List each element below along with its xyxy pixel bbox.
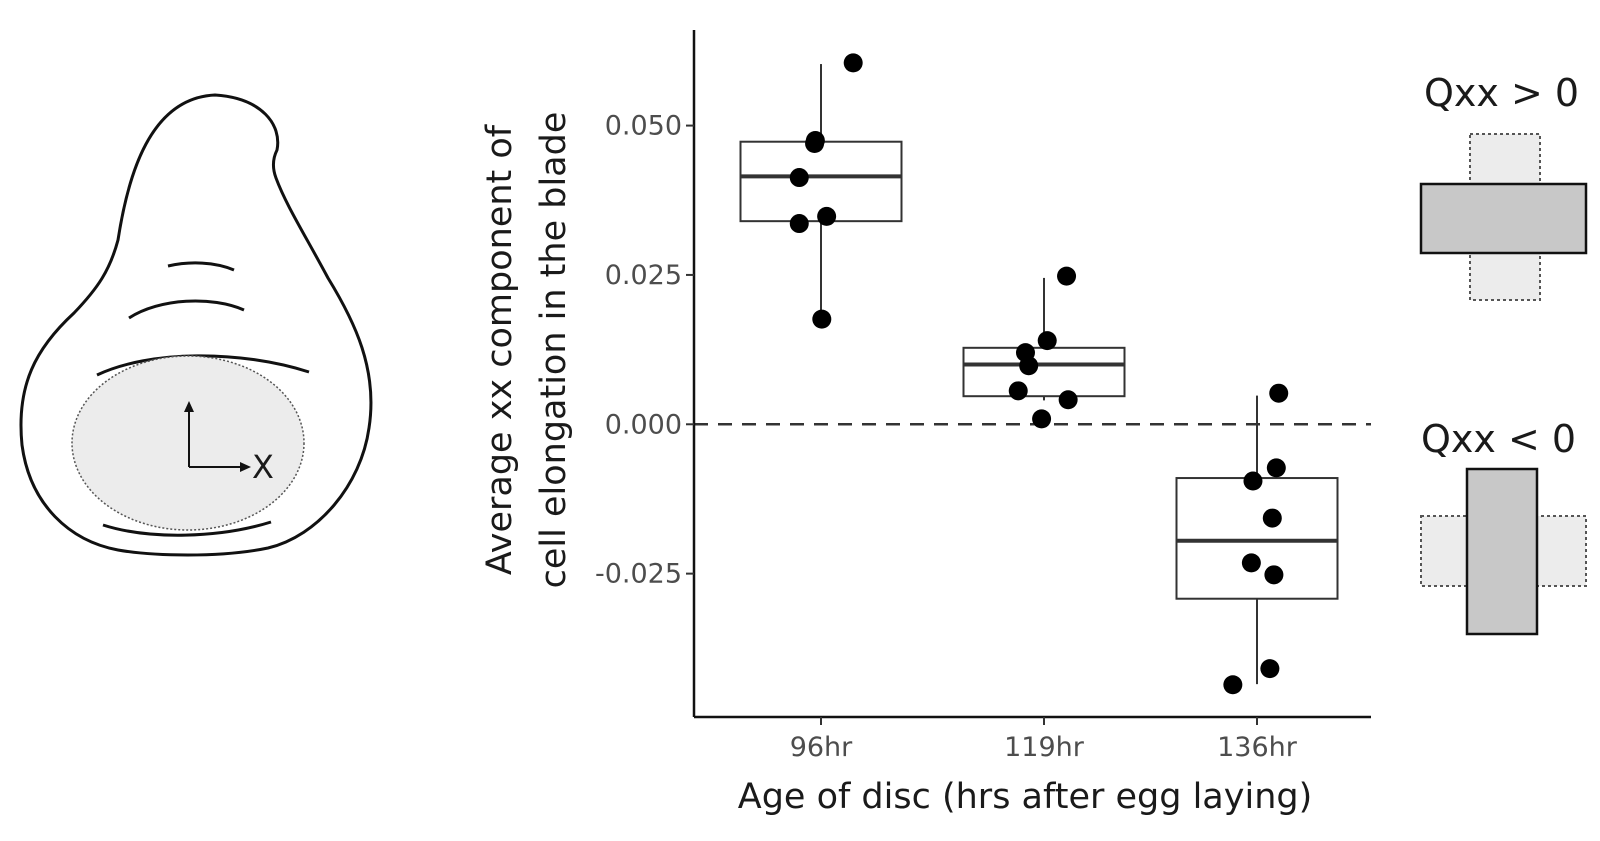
box-96hr xyxy=(739,64,903,320)
box-body xyxy=(1175,477,1339,600)
box-136hr xyxy=(1175,395,1339,685)
qxx-positive-shape xyxy=(1419,182,1588,255)
box-body xyxy=(962,346,1126,398)
x-axis-letter: X xyxy=(252,448,274,486)
arrow-head-right-icon xyxy=(240,462,251,472)
wing-disc-illustration: X xyxy=(19,93,373,557)
data-point xyxy=(1241,553,1261,573)
data-point xyxy=(1269,383,1289,403)
qxx-negative-shape xyxy=(1465,467,1539,636)
y-tick-label: -0.025 xyxy=(595,559,682,590)
data-point xyxy=(1057,266,1077,286)
data-point xyxy=(1243,471,1263,491)
y-ticks: 0.050 0.025 0.000 -0.025 xyxy=(595,111,694,590)
data-point xyxy=(812,309,832,329)
fold-line-4 xyxy=(102,520,272,537)
data-point xyxy=(1262,508,1282,528)
data-point xyxy=(789,214,809,234)
x-tick-label: 136hr xyxy=(1217,732,1298,763)
qxx-positive-label: Qxx > 0 xyxy=(1424,71,1579,115)
y-tick-label: 0.000 xyxy=(605,409,682,440)
y-axis-title-line-2: cell elongation in the blade xyxy=(534,112,574,589)
data-point xyxy=(843,53,863,73)
data-point xyxy=(1032,409,1052,429)
data-point xyxy=(1019,356,1039,376)
x-axis-title: Age of disc (hrs after egg laying) xyxy=(738,777,1313,817)
box-plot: 0.050 0.025 0.000 -0.025 96hr 119hr 136hr Age… xyxy=(480,30,1371,817)
y-tick-label: 0.050 xyxy=(605,111,682,142)
data-point xyxy=(817,206,837,226)
data-point xyxy=(789,168,809,188)
qxx-legend: Qxx > 0 Qxx < 0 xyxy=(1419,71,1588,636)
y-axis-title-line-1: Average xx component of xyxy=(480,124,520,575)
data-point xyxy=(1058,390,1078,410)
fold-line-2 xyxy=(128,299,245,320)
data-point xyxy=(805,131,825,151)
data-point xyxy=(1037,331,1057,351)
x-tick-label: 119hr xyxy=(1004,732,1085,763)
data-point xyxy=(1266,458,1286,478)
data-point xyxy=(1264,565,1284,585)
fold-line-1 xyxy=(167,261,235,272)
x-ticks: 96hr 119hr 136hr xyxy=(790,717,1298,763)
x-tick-label: 96hr xyxy=(790,732,853,763)
box-119hr xyxy=(962,277,1126,401)
y-tick-label: 0.025 xyxy=(605,260,682,291)
data-point xyxy=(1223,675,1243,695)
data-point xyxy=(1260,659,1280,679)
chart-marks xyxy=(694,53,1371,695)
arrow-head-up-icon xyxy=(184,401,194,412)
qxx-negative-label: Qxx < 0 xyxy=(1421,417,1576,461)
data-point xyxy=(1008,381,1028,401)
